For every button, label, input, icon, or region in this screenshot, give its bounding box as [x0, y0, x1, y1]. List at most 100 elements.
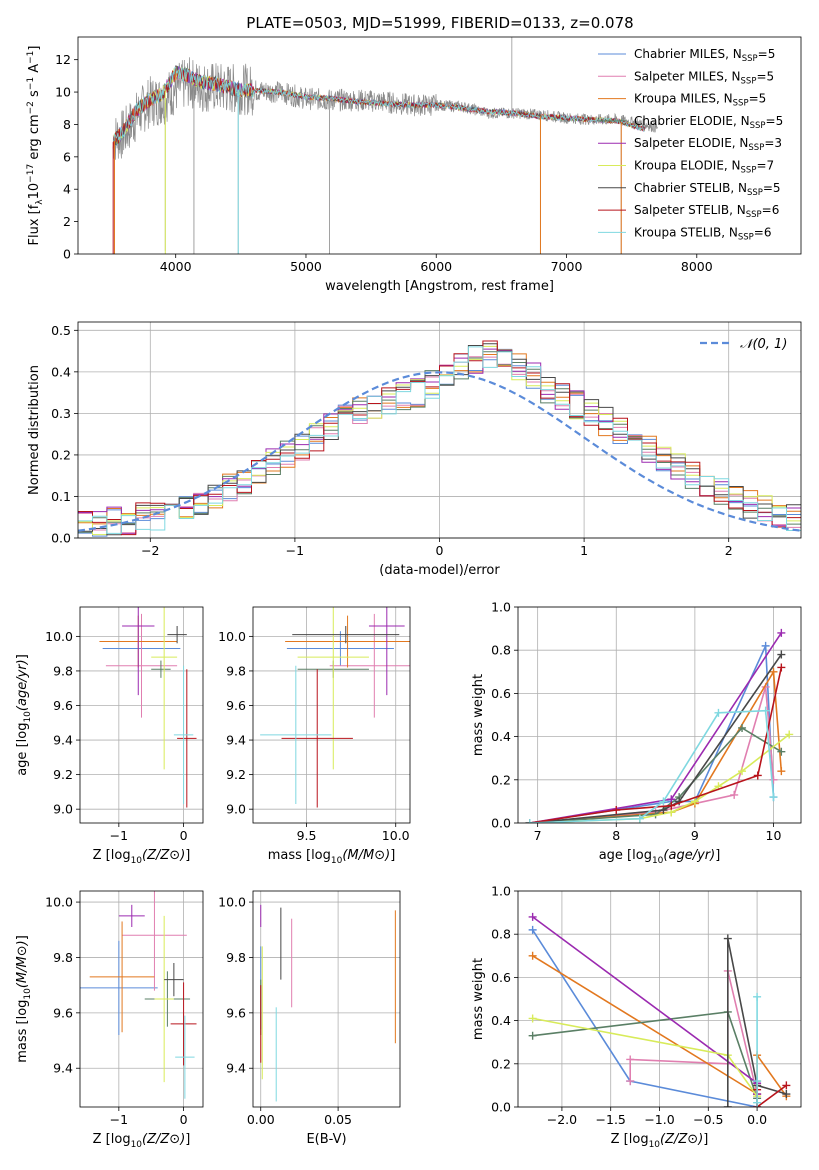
y-tick-label: 2 — [63, 214, 71, 229]
marker-chabrier-stelib — [723, 1103, 732, 1107]
legend-label-salpeter-miles: Salpeter MILES, NSSP=5 — [634, 69, 774, 86]
legend-label-kroupa-miles: Kroupa MILES, NSSP=5 — [634, 92, 766, 109]
y-tick-label: 0.4 — [491, 729, 511, 744]
x-axis-label: mass [log10(M/M⊙)] — [268, 848, 396, 866]
x-tick-label: 5000 — [290, 259, 322, 274]
x-tick-label: −1 — [286, 543, 304, 558]
x-tick-label: 9 — [691, 828, 699, 843]
mass_vs_ebv-plot-area — [260, 904, 396, 1102]
spectrum-panel: 4000 5000 6000 7000 8000 0 2 4 6 8 10 12 Chabrier MI… — [26, 36, 802, 294]
y-axis-label: mass weight — [471, 958, 486, 1040]
y-tick-label: 9.8 — [226, 950, 246, 965]
y-tick-label: 9.4 — [53, 1061, 73, 1076]
y-tick-label: 6 — [63, 149, 71, 164]
x-axis-label: Z [log10(Z/Z⊙)] — [611, 1132, 709, 1150]
model-line-kroupa-stelib — [113, 66, 645, 142]
x-tick-label: 6000 — [420, 259, 452, 274]
x-axis-label: Z [log10(Z/Z⊙)] — [93, 848, 191, 866]
y-tick-label: 0.4 — [491, 1013, 511, 1028]
spectrum-plot-area — [112, 37, 658, 254]
y-tick-label: 9.4 — [226, 1061, 246, 1076]
y-tick-label: 0.2 — [491, 772, 511, 787]
y-tick-label: 9.8 — [53, 663, 73, 678]
y-axis-label: mass [log10(M/M⊙)] — [15, 935, 33, 1063]
y-tick-label: 10.0 — [218, 895, 246, 910]
marker-salpeter-miles — [626, 1055, 635, 1064]
y-tick-label: 0.3 — [51, 406, 71, 421]
marker-chabrier-elodie — [738, 723, 747, 732]
y-tick-label: 0.6 — [491, 970, 511, 985]
y-tick-label: 1.0 — [491, 884, 511, 899]
axes-frame — [77, 321, 802, 539]
x-tick-label: 2 — [725, 543, 733, 558]
y-tick-label: 9.0 — [53, 802, 73, 817]
axes-frame — [252, 890, 401, 1108]
axes-frame — [517, 890, 802, 1108]
residuals-panel: −2 −1 0 1 2 0.0 0.1 0.2 0.3 0.4 0.5 𝒩(0, 1) (data-mo… — [27, 321, 802, 578]
x-tick-label: 9.5 — [297, 828, 317, 843]
y-tick-label: 9.6 — [53, 698, 73, 713]
x-tick-label: −2 — [141, 543, 159, 558]
marker-kroupa-stelib — [525, 819, 534, 823]
x-tick-label: 0 — [436, 543, 444, 558]
marker-salpeter-miles — [769, 775, 778, 784]
legend-label-chabrier-miles: Chabrier MILES, NSSP=5 — [634, 47, 775, 64]
y-tick-label: 0.5 — [51, 323, 71, 338]
y-tick-label: 9.6 — [226, 698, 246, 713]
x-tick-label: 0 — [180, 828, 188, 843]
y-tick-label: 0.6 — [491, 686, 511, 701]
age_vs_mass-plot-area — [260, 607, 410, 808]
x-tick-label: 0.05 — [324, 1112, 352, 1127]
age-vs-mass-panel: 9.5 10.0 9.0 9.2 9.4 9.6 9.8 10.0 mass [log10(M/… — [218, 606, 411, 866]
x-tick-label: 0.00 — [247, 1112, 275, 1127]
x-tick-label: −1 — [110, 828, 128, 843]
y-tick-label: 12 — [55, 52, 71, 67]
marker-kroupa-stelib — [714, 708, 723, 717]
marker-salpeter-stelib — [667, 801, 676, 810]
x-axis-label: (data-model)/error — [379, 563, 500, 578]
y-tick-label: 0.2 — [51, 447, 71, 462]
figure-title: PLATE=0503, MJD=51999, FIBERID=0133, z=0… — [246, 14, 633, 32]
x-axis-label: Z [log10(Z/Z⊙)] — [93, 1132, 191, 1150]
y-tick-label: 10.0 — [218, 629, 246, 644]
marker-kroupa-stelib — [753, 992, 762, 1001]
axes-frame — [77, 36, 802, 255]
marker-salpeter-stelib — [777, 663, 786, 672]
axes-frame — [252, 606, 411, 824]
weight-line-chabrier-miles — [531, 929, 758, 1107]
marker-chabrier-miles — [761, 641, 770, 650]
y-tick-label: 0.8 — [491, 643, 511, 658]
x-tick-label: 0 — [180, 1112, 188, 1127]
y-axis-label: Flux [fλ10−17 erg cm−2 s−1 A−1] — [26, 46, 45, 246]
y-tick-label: 0.2 — [491, 1056, 511, 1071]
residuals-plot-area — [78, 340, 801, 537]
marker-chabrier-elodie — [777, 747, 786, 756]
axes-frame — [517, 606, 802, 824]
weight-line-salpeter-elodie — [532, 916, 758, 1094]
marker-kroupa-miles — [769, 667, 778, 676]
normal-distribution-curve — [78, 371, 801, 532]
y-tick-label: 9.6 — [53, 1005, 73, 1020]
mass-vs-ebv-panel: 0.00 0.05 9.4 9.6 9.8 10.0 E(B-V) — [218, 890, 401, 1147]
marker-kroupa-stelib — [659, 797, 668, 806]
legend-label-kroupa-elodie: Kroupa ELODIE, NSSP=7 — [634, 159, 774, 176]
x-tick-label: −1.5 — [596, 1112, 626, 1127]
mass_vs_Z-plot-area — [80, 891, 197, 1099]
y-tick-label: 0.4 — [51, 364, 71, 379]
y-tick-label: 0.8 — [491, 927, 511, 942]
y-tick-label: 9.2 — [226, 767, 246, 782]
y-tick-label: 9.8 — [226, 663, 246, 678]
marker-chabrier-stelib — [659, 806, 668, 815]
marker-kroupa-miles — [777, 767, 786, 776]
weight_vs_Z-plot-area — [528, 912, 791, 1107]
y-tick-label: 0.0 — [51, 531, 71, 546]
y-tick-label: 10.0 — [45, 629, 73, 644]
x-tick-label: −1 — [110, 1112, 128, 1127]
x-axis-label: age [log10(age/yr)] — [599, 848, 721, 866]
y-tick-label: 9.4 — [53, 733, 73, 748]
marker-salpeter-miles — [626, 1077, 635, 1086]
x-tick-label: −0.5 — [693, 1112, 723, 1127]
histogram-kroupa-stelib — [78, 346, 801, 534]
legend-label-salpeter-elodie: Salpeter ELODIE, NSSP=3 — [634, 136, 782, 153]
